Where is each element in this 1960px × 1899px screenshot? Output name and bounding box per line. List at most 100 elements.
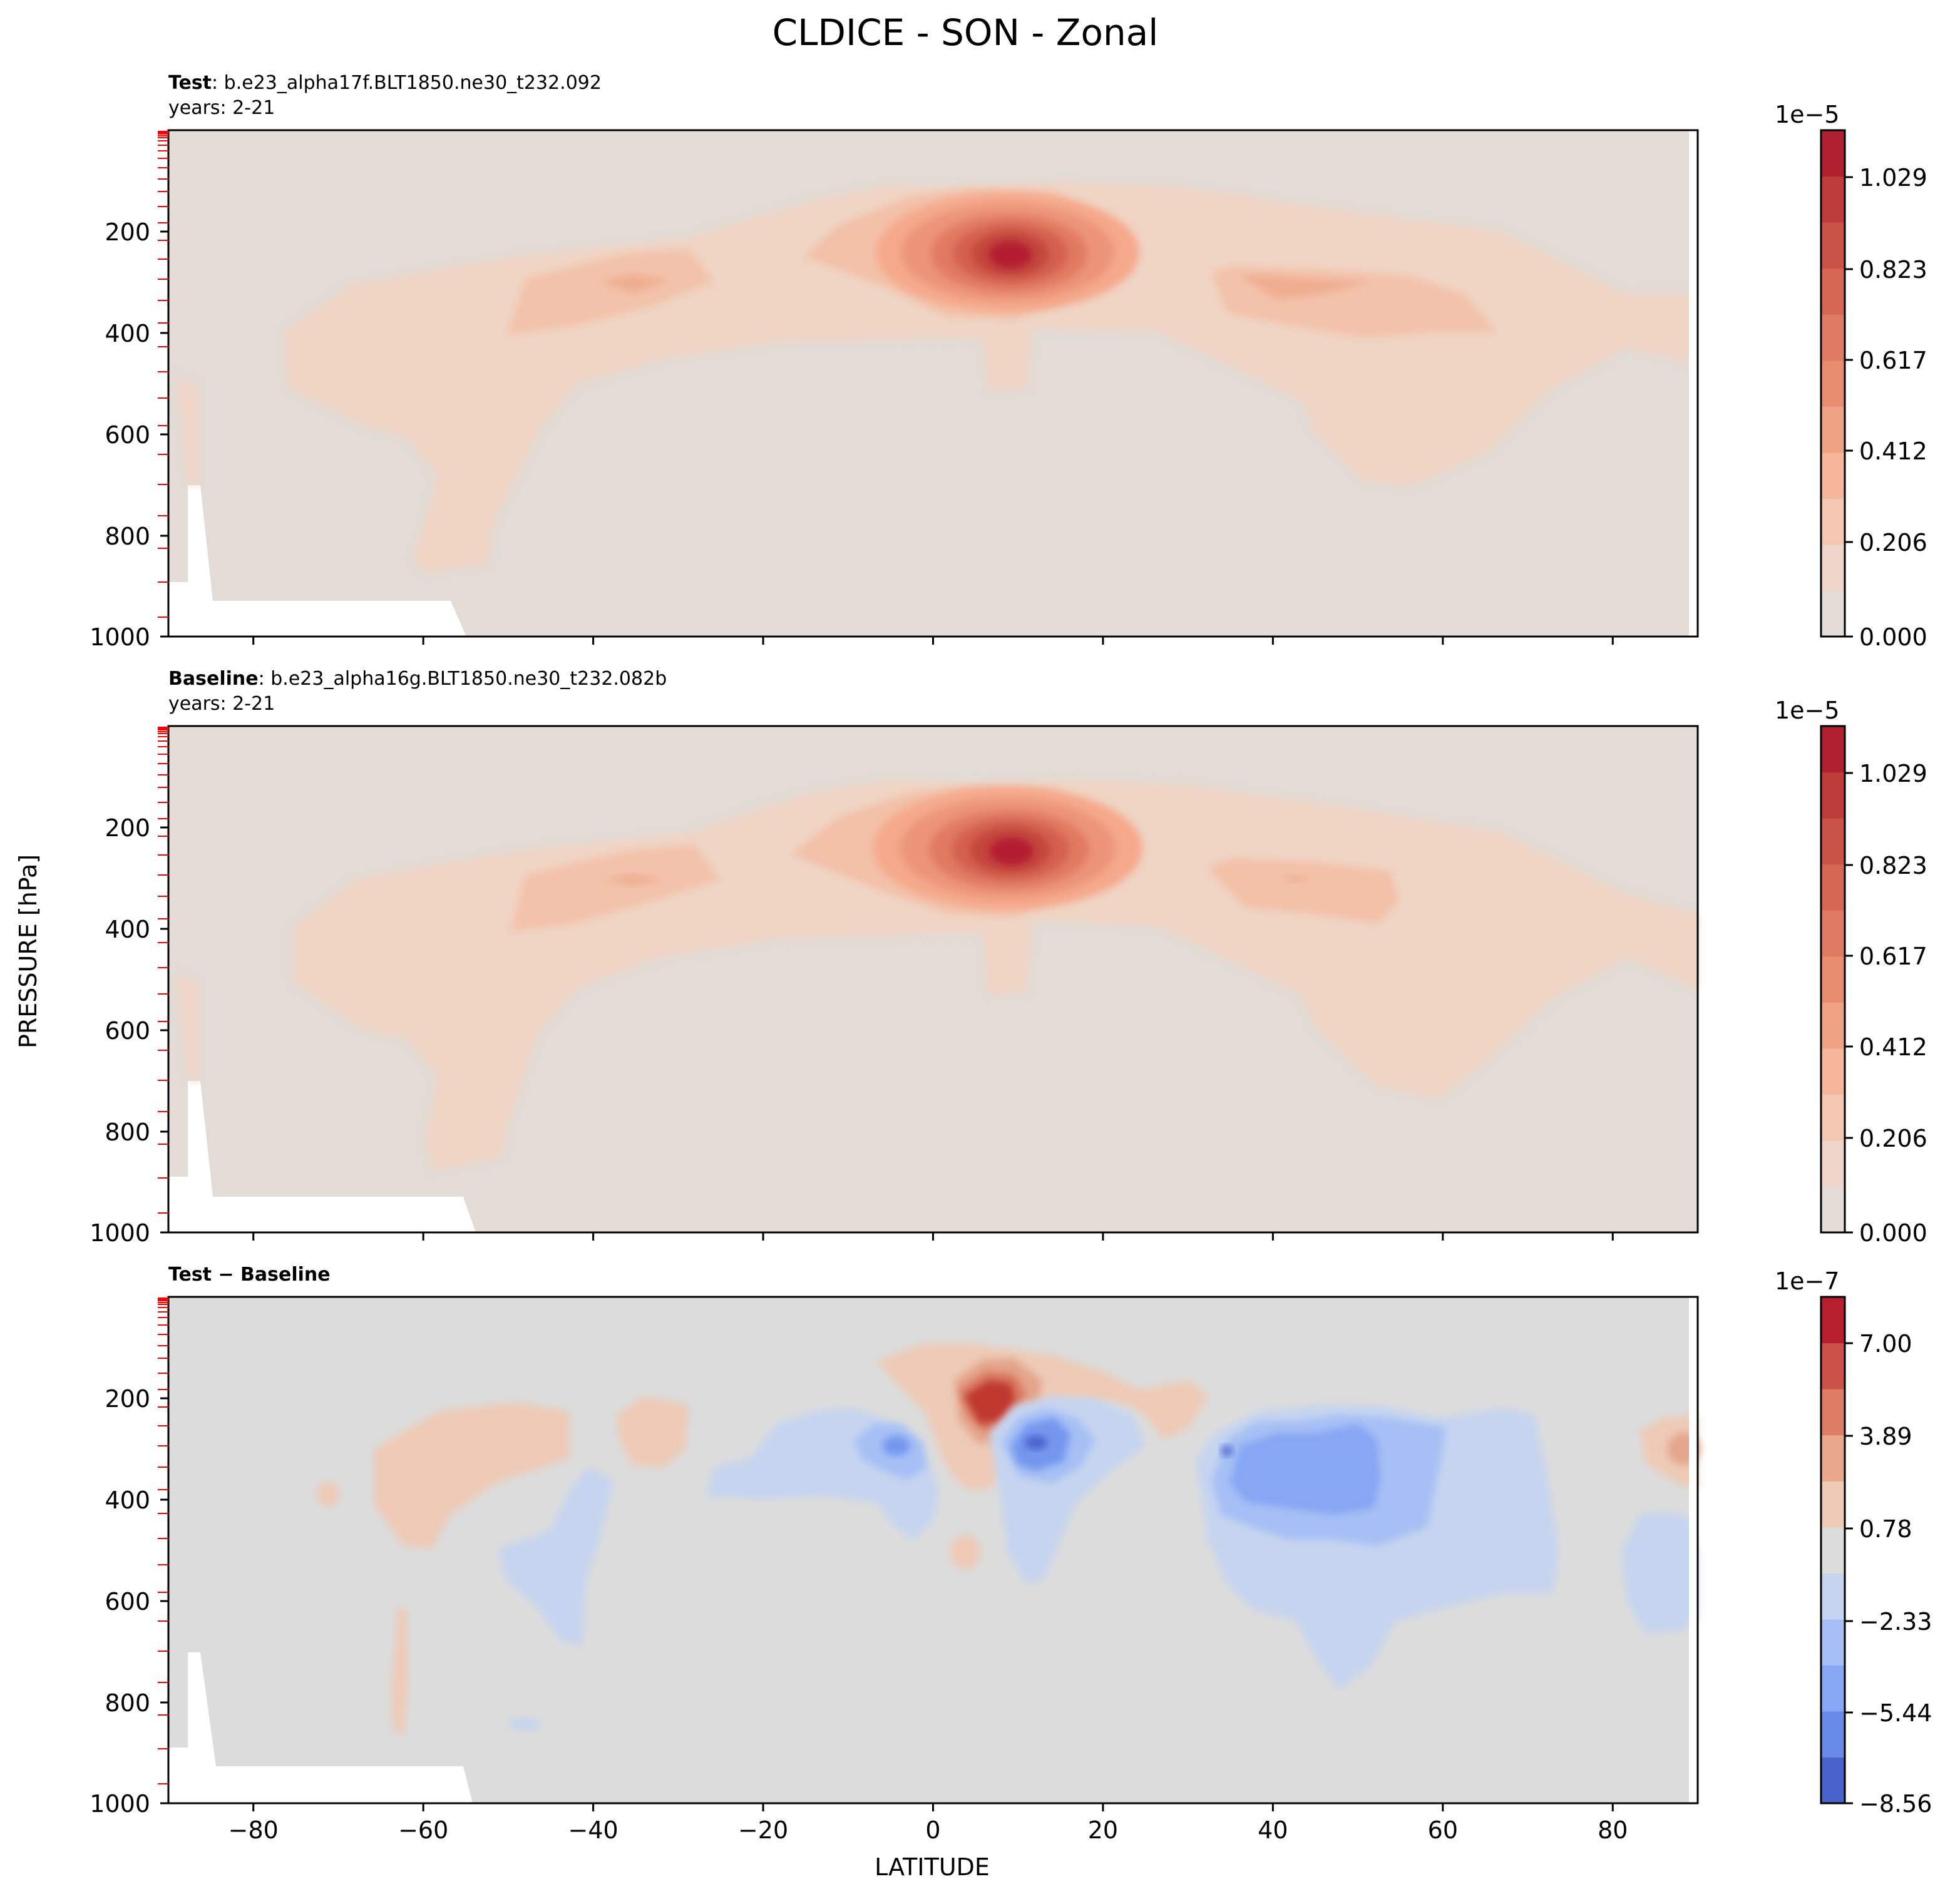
colorbar-tick-label: 0.000 [1859,623,1927,651]
colorbar-segment [1821,1094,1845,1141]
colorbar-segment [1821,1711,1845,1758]
colorbar-segment [1821,1048,1845,1095]
colorbar-tick-label: 0.617 [1859,347,1927,374]
colorbar-tick-label: 0.206 [1859,1125,1927,1152]
panel-test-x-ticks [252,637,1614,645]
colorbar-exponent: 1e−5 [1775,101,1840,128]
colorbar-segment [1821,406,1845,453]
panel-diff-contours [168,1297,1700,1803]
y-tick-label: 200 [105,814,150,842]
colorbar-segment [1821,1481,1845,1528]
panel-baseline-colorbar: 1e−5 1.029 0.823 0.617 0.412 0.206 0.000 [1775,697,1927,1247]
colorbar-segment [1821,910,1845,957]
colorbar-tick-label: 0.78 [1859,1515,1912,1543]
x-tick-label: 0 [925,1816,940,1844]
panel-test-header: Test: b.e23_alpha17f.BLT1850.ne30_t232.0… [168,72,602,94]
y-axis-label: PRESSURE [hPa] [14,854,42,1048]
panel-test-colorbar: 1e−5 1.029 0.823 0.617 0.412 0.206 0.000 [1775,101,1927,651]
panel-baseline-y-ticks: 200 400 600 800 1000 [90,814,168,1247]
x-tick-label: 60 [1428,1816,1458,1844]
panel-baseline: Baseline: b.e23_alpha16g.BLT1850.ne30_t2… [90,668,1927,1247]
x-tick-label: −40 [568,1816,618,1844]
colorbar-exponent: 1e−7 [1775,1267,1840,1295]
panel-diff-x-ticks: −80 −60 −40 −20 0 20 40 60 80 [228,1803,1628,1844]
panel-test-y-ticks: 200 400 600 800 1000 [90,218,168,651]
panel-baseline-case: : b.e23_alpha16g.BLT1850.ne30_t232.082b [259,668,667,690]
colorbar-tick-label: 1.029 [1859,164,1927,192]
y-tick-label: 1000 [90,1790,150,1818]
colorbar-segment [1821,222,1845,269]
colorbar-tick-label: −5.44 [1859,1699,1932,1727]
panel-test-case: : b.e23_alpha17f.BLT1850.ne30_t232.092 [212,72,602,94]
colorbar-segment [1821,544,1845,591]
y-tick-label: 1000 [90,623,150,651]
y-tick-label: 800 [105,523,150,550]
colorbar-segment [1821,176,1845,223]
panel-diff: Test − Baseline [90,1264,1932,1844]
panel-test-contours [168,130,1698,637]
colorbar-exponent: 1e−5 [1775,697,1840,724]
colorbar-segment [1821,498,1845,545]
x-axis-label: LATITUDE [875,1853,990,1881]
x-tick-label: 20 [1088,1816,1118,1844]
colorbar-segment [1821,1757,1845,1804]
y-tick-label: 600 [105,1588,150,1615]
colorbar-tick-label: 0.206 [1859,529,1927,556]
colorbar-tick-label: 0.000 [1859,1219,1927,1247]
panel-test: Test: b.e23_alpha17f.BLT1850.ne30_t232.0… [90,72,1927,651]
colorbar-segment [1821,1389,1845,1436]
colorbar-segment [1821,956,1845,1003]
panel-diff-level-marks [158,1298,168,1784]
colorbar-segment [1821,314,1845,361]
colorbar-segment [1821,1140,1845,1187]
y-tick-label: 400 [105,1487,150,1514]
colorbar-segment [1821,1573,1845,1620]
panel-diff-y-ticks: 200 400 600 800 1000 [90,1385,168,1818]
colorbar-segment [1821,1435,1845,1482]
colorbar-tick-label: 1.029 [1859,760,1927,787]
colorbar-segment [1821,360,1845,407]
panel-diff-label: Test − Baseline [168,1264,331,1286]
colorbar-tick-label: 0.823 [1859,256,1927,284]
y-tick-label: 600 [105,1017,150,1045]
y-tick-label: 600 [105,421,150,449]
colorbar-tick-label: 0.412 [1859,1033,1927,1061]
colorbar-tick-label: 0.617 [1859,943,1927,970]
colorbar-tick-label: 0.412 [1859,438,1927,465]
colorbar-segment [1821,1619,1845,1666]
colorbar-segment [1821,1186,1845,1233]
colorbar-tick-label: 0.823 [1859,852,1927,879]
colorbar-segment [1821,130,1845,177]
y-tick-label: 400 [105,320,150,347]
panel-baseline-level-marks [158,727,168,1214]
colorbar-segment [1821,864,1845,911]
x-tick-label: −80 [228,1816,279,1844]
panel-baseline-label: Baseline [168,668,259,690]
x-tick-label: −60 [398,1816,448,1844]
x-tick-label: −20 [738,1816,788,1844]
colorbar-tick-label: −2.33 [1859,1608,1932,1635]
colorbar-segment [1821,268,1845,315]
colorbar-segment [1821,772,1845,819]
panel-test-level-marks [158,131,168,618]
colorbar-tick-label: 7.00 [1859,1330,1912,1358]
colorbar-segment [1821,1002,1845,1049]
y-tick-label: 1000 [90,1219,150,1247]
y-tick-label: 400 [105,916,150,943]
colorbar-tick-label: 3.89 [1859,1423,1912,1450]
y-tick-label: 800 [105,1689,150,1717]
x-tick-label: 80 [1598,1816,1628,1844]
panel-test-label: Test [168,72,212,94]
colorbar-segment [1821,590,1845,637]
panel-baseline-contours [168,726,1698,1232]
colorbar-segment [1821,1343,1845,1390]
colorbar-segment [1821,1527,1845,1574]
panel-test-years: years: 2-21 [168,97,275,119]
colorbar-segment [1821,818,1845,865]
colorbar-segment [1821,726,1845,773]
panel-baseline-years: years: 2-21 [168,693,275,715]
colorbar-segment [1821,452,1845,499]
x-tick-label: 40 [1258,1816,1288,1844]
y-tick-label: 200 [105,1385,150,1413]
